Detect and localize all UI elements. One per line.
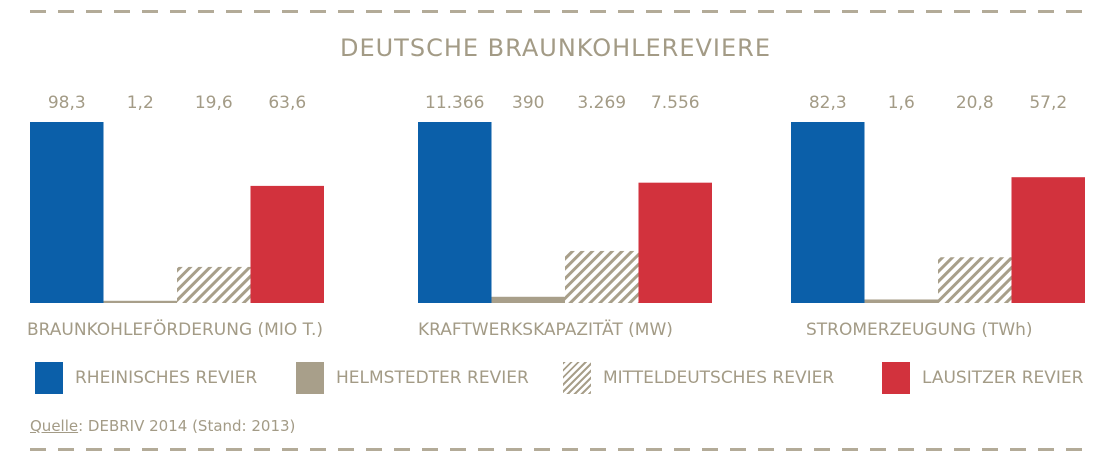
data-label: 390 <box>512 93 544 113</box>
legend-label: HELMSTEDTER REVIER <box>336 368 529 388</box>
data-label: 19,6 <box>195 93 233 113</box>
chart-title: DEUTSCHE BRAUNKOHLEREVIERE <box>339 34 772 62</box>
source-note: Quelle: DEBRIV 2014 (Stand: 2013) <box>30 417 295 435</box>
bar <box>250 185 324 303</box>
bar <box>491 296 565 303</box>
bar <box>791 122 865 303</box>
data-label: 98,3 <box>48 93 86 113</box>
data-label: 11.366 <box>425 93 484 113</box>
legend-item-lausitz: LAUSITZER REVIER <box>882 362 1083 394</box>
category-label: BRAUNKOHLEFÖRDERUNG (MIO T.) <box>27 320 324 340</box>
bar <box>638 182 712 303</box>
data-label: 7.556 <box>651 93 700 113</box>
source-text: : DEBRIV 2014 (Stand: 2013) <box>78 417 296 435</box>
legend-swatch <box>35 362 63 394</box>
category-label: KRAFTWERKSKAPAZITÄT (MW) <box>418 320 673 340</box>
data-label: 82,3 <box>809 93 847 113</box>
legend-item-rheinisch: RHEINISCHES REVIER <box>35 362 257 394</box>
source-link[interactable]: Quelle <box>30 417 79 435</box>
data-label: 20,8 <box>956 93 994 113</box>
data-label: 63,6 <box>268 93 306 113</box>
legend-swatch <box>563 362 591 394</box>
data-label: 1,6 <box>888 93 915 113</box>
legend-label: LAUSITZER REVIER <box>922 368 1084 388</box>
bar <box>938 257 1012 303</box>
bar <box>565 250 639 303</box>
legend-label: MITTELDEUTSCHES REVIER <box>603 368 835 388</box>
legend-swatch <box>296 362 324 394</box>
bar <box>103 300 177 303</box>
bottom-divider <box>30 448 1090 451</box>
legend-label: RHEINISCHES REVIER <box>75 368 258 388</box>
bar <box>30 122 104 303</box>
data-label: 3.269 <box>577 93 626 113</box>
bar <box>418 122 492 303</box>
top-divider <box>30 10 1090 13</box>
data-label: 1,2 <box>127 93 154 113</box>
bar <box>1011 177 1085 303</box>
legend-swatch <box>882 362 910 394</box>
legend-item-helmstedt: HELMSTEDTER REVIER <box>296 362 529 394</box>
bar <box>864 299 938 303</box>
data-label: 57,2 <box>1029 93 1067 113</box>
category-label: STROMERZEUGUNG (TWh) <box>806 320 1033 340</box>
legend-item-mitteldeutsch: MITTELDEUTSCHES REVIER <box>563 362 834 394</box>
bar <box>177 266 251 303</box>
